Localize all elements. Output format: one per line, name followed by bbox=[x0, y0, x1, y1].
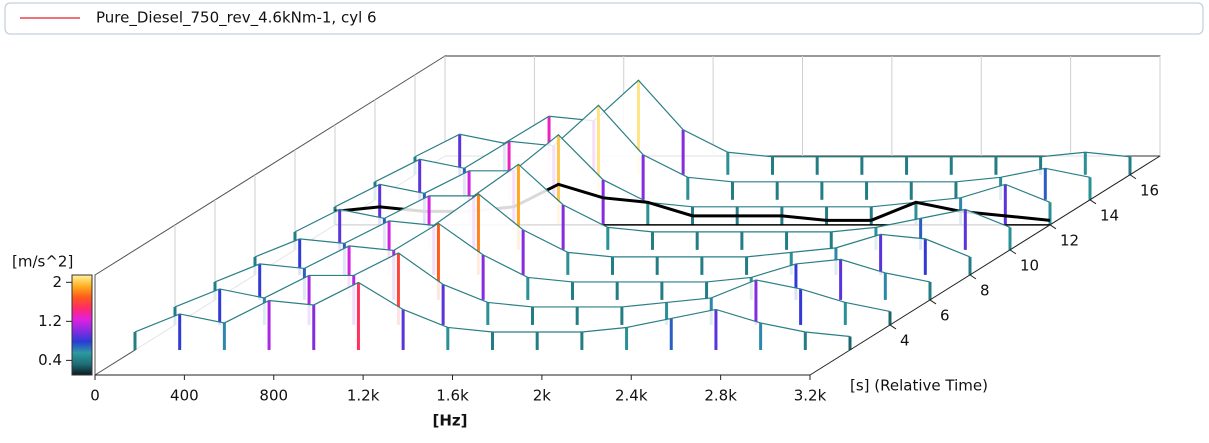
x-tick-label: 0 bbox=[90, 387, 100, 405]
z-tick-label: 8 bbox=[980, 281, 990, 299]
colorbar-label: [m/s^2] bbox=[12, 253, 73, 271]
z-tick bbox=[929, 299, 937, 305]
z-tick bbox=[969, 274, 977, 280]
z-tick bbox=[1049, 224, 1057, 230]
z-tick bbox=[889, 324, 897, 330]
x-tick-label: 1.2k bbox=[347, 387, 380, 405]
colorbar bbox=[71, 274, 93, 376]
z-tick-label: 16 bbox=[1140, 181, 1159, 199]
colorbar-tick-label: 1.2 bbox=[38, 312, 62, 330]
legend-box bbox=[4, 2, 1204, 35]
plot-area bbox=[133, 79, 1132, 350]
z-tick-label: 6 bbox=[940, 306, 950, 324]
z-tick bbox=[1129, 174, 1137, 180]
x-tick-label: 3.2k bbox=[794, 387, 827, 405]
colorbar-tick-label: 2 bbox=[52, 273, 62, 291]
spectrum-line bbox=[174, 252, 891, 313]
z-tick-label: 12 bbox=[1060, 231, 1079, 249]
x-tick-label: 800 bbox=[259, 387, 288, 405]
spectrum-line bbox=[134, 281, 851, 338]
z-axis bbox=[809, 155, 1161, 376]
x-tick-label: 1.6k bbox=[436, 387, 469, 405]
spectrum-line bbox=[254, 193, 971, 258]
x-tick-label: 2k bbox=[533, 387, 552, 405]
spectrum-line bbox=[374, 104, 1091, 183]
x-tick-label: 2.8k bbox=[704, 387, 737, 405]
x-axis-label: [Hz] bbox=[433, 412, 468, 430]
spectrum-line bbox=[294, 163, 1011, 233]
x-tick-label: 2.4k bbox=[615, 387, 648, 405]
legend-label: Pure_Diesel_750_rev_4.6kNm-1, cyl 6 bbox=[96, 9, 377, 28]
z-tick bbox=[1009, 249, 1017, 255]
spectrum-line bbox=[334, 134, 1051, 208]
z-tick bbox=[1089, 199, 1097, 205]
spectrum-line bbox=[414, 79, 1131, 158]
x-tick-label: 400 bbox=[170, 387, 199, 405]
z-tick-label: 10 bbox=[1020, 256, 1039, 274]
z-tick-label: 14 bbox=[1100, 206, 1119, 224]
z-axis-label: [s] (Relative Time) bbox=[850, 377, 988, 395]
colorbar-tick-label: 0.4 bbox=[38, 351, 62, 369]
z-tick-label: 4 bbox=[900, 331, 910, 349]
spectrum-line bbox=[214, 222, 931, 283]
